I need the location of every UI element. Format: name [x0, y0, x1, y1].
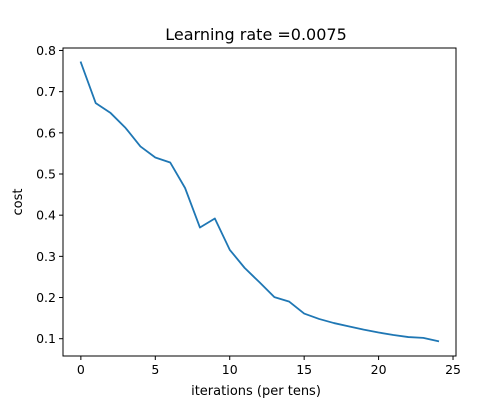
x-tick-label: 20	[371, 362, 387, 377]
y-tick-label: 0.5	[36, 167, 56, 182]
y-axis-label: cost	[11, 189, 26, 216]
y-tick-label: 0.7	[36, 84, 56, 99]
x-tick-label: 15	[296, 362, 312, 377]
x-axis: 0 5 10 15 20 25	[77, 356, 461, 377]
plot-frame	[62, 47, 457, 357]
plot-area	[79, 61, 440, 343]
y-tick-label: 0.8	[36, 43, 56, 58]
y-tick-label: 0.4	[36, 208, 56, 223]
x-tick-label: 0	[77, 362, 85, 377]
y-tick-label: 0.2	[36, 290, 56, 305]
x-axis-label: iterations (per tens)	[191, 384, 321, 399]
x-tick-label: 10	[222, 362, 238, 377]
series-line	[79, 61, 440, 343]
x-tick-label: 5	[151, 362, 159, 377]
y-axis: 0.1 0.2 0.3 0.4 0.5 0.6 0.7 0.8	[36, 43, 63, 346]
y-tick-label: 0.6	[36, 125, 56, 140]
x-tick-label: 25	[445, 362, 461, 377]
y-tick-label: 0.3	[36, 249, 56, 264]
y-tick-label: 0.1	[36, 331, 56, 346]
chart-title: Learning rate =0.0075	[165, 25, 347, 44]
